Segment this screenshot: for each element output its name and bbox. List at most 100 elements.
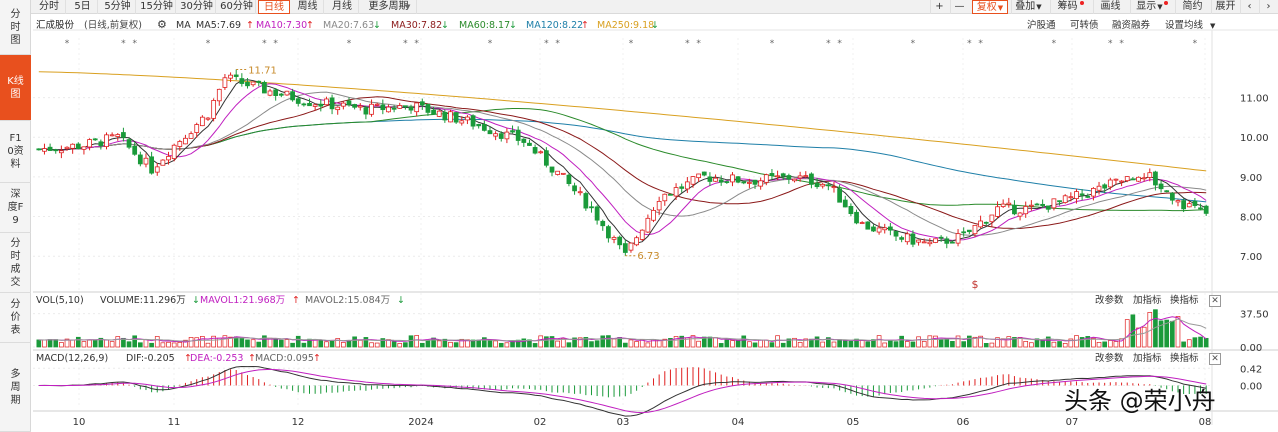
volume-bar [262, 335, 267, 348]
vol-tick-label: 0.00 [1240, 343, 1262, 354]
candle-body [487, 130, 493, 135]
toolbar-zoom-in-button[interactable]: + [930, 0, 948, 14]
volume-bar [848, 340, 854, 348]
toolbar-prev-button[interactable]: ‹ [1240, 0, 1258, 14]
legend-button-2[interactable]: 融资融券 [1112, 20, 1151, 31]
volume-bar [961, 341, 967, 348]
toolbar-fq-button[interactable]: 复权▼ [972, 0, 1008, 14]
params-button[interactable]: 改参数 [1095, 353, 1124, 364]
macd-tick-label: 0.42 [1240, 364, 1262, 375]
candle-body [442, 111, 448, 121]
toolbar-stack-button[interactable]: 叠加▼ [1011, 0, 1045, 14]
period-tab-5[interactable]: 60分钟 [218, 0, 256, 14]
sidebar-item-6[interactable]: 多周期 [0, 343, 31, 432]
candle-body [848, 205, 854, 214]
sidebar-item-0[interactable]: 分时图 [0, 0, 31, 55]
candle-body [707, 176, 713, 182]
volume-bar [707, 336, 713, 348]
mavol2-line [38, 318, 1207, 342]
volume-bar [504, 342, 510, 348]
sidebar-item-5[interactable]: 分价表 [0, 293, 31, 343]
macd-legend-item-2: MACD:0.095 [255, 353, 314, 364]
period-tab-2[interactable]: 5分钟 [100, 0, 136, 14]
legend-button-0[interactable]: 沪股通 [1027, 20, 1056, 31]
period-tab-3[interactable]: 15分钟 [138, 0, 176, 14]
volume-bar [611, 338, 617, 348]
add-indicator-button[interactable]: 加指标 [1133, 295, 1162, 306]
candle-body [391, 107, 397, 110]
volume-bar [668, 337, 673, 348]
params-button[interactable]: 改参数 [1095, 295, 1124, 306]
candle-body [521, 138, 527, 143]
sidebar-item-2[interactable]: F10资料 [0, 121, 31, 183]
close-icon[interactable]: ✕ [1209, 295, 1221, 307]
toolbar-draw-button[interactable]: 画线 [1093, 0, 1127, 14]
candle-body [453, 112, 459, 123]
toolbar-chips-button[interactable]: 筹码 [1050, 0, 1084, 14]
volume-bar [419, 342, 425, 348]
period-tab-4[interactable]: 30分钟 [178, 0, 216, 14]
volume-bar [290, 342, 295, 348]
volume-bar [549, 336, 555, 348]
volume-bar [498, 342, 504, 348]
switch-indicator-button[interactable]: 换指标 [1170, 295, 1199, 306]
period-tab-7[interactable]: 周线 [292, 0, 324, 14]
event-marker: * [685, 39, 690, 49]
legend-button-1[interactable]: 可转债 [1070, 20, 1099, 31]
period-tab-1[interactable]: 5日 [68, 0, 98, 14]
toolbar-zoom-out-button[interactable]: — [950, 0, 968, 14]
add-indicator-button[interactable]: 加指标 [1133, 353, 1162, 364]
event-marker: * [262, 39, 267, 49]
toolbar-expand-button[interactable]: 展开 [1211, 0, 1239, 14]
candle-body [386, 106, 391, 113]
dif-line [38, 365, 1207, 417]
sidebar-item-4[interactable]: 分时成交 [0, 233, 31, 293]
candle-body [1203, 205, 1209, 214]
volume-bar [735, 339, 741, 348]
volume-bar [673, 336, 679, 348]
toolbar-simple-button[interactable]: 简约 [1175, 0, 1209, 14]
volume-bar [780, 342, 786, 348]
volume-bar [724, 339, 730, 348]
candle-body [109, 134, 115, 137]
event-marker: * [629, 39, 634, 49]
candle-body [154, 166, 160, 173]
switch-indicator-button[interactable]: 换指标 [1170, 353, 1199, 364]
period-tab-6[interactable]: 日线 [258, 0, 290, 14]
volume-bar [453, 342, 459, 348]
volume-bar [138, 342, 143, 348]
volume-bar [600, 335, 606, 348]
x-tick-label: 2024 [408, 417, 433, 428]
sidebar-item-1[interactable]: K线图 [0, 55, 31, 121]
candle-body [555, 170, 561, 175]
legend-ma10: MA10:7.30 [256, 20, 308, 31]
volume-bar [154, 336, 160, 348]
volume-bar [36, 339, 42, 348]
toolbar-simple-label: 简约 [1182, 1, 1203, 12]
close-icon[interactable]: ✕ [1209, 353, 1221, 365]
volume-bar [560, 338, 566, 348]
volume-bar [544, 336, 549, 348]
candle-body [1181, 200, 1186, 210]
toolbar-display-button[interactable]: 显示▼ [1130, 0, 1168, 14]
candle-body [47, 146, 53, 151]
legend-button-3[interactable]: 设置均线 [1165, 20, 1204, 31]
toolbar-next-button[interactable]: › [1259, 0, 1277, 14]
candle-body [250, 81, 256, 86]
candle-body [493, 133, 498, 137]
candle-body [267, 90, 273, 96]
sidebar-item-3[interactable]: 深度F9 [0, 183, 31, 233]
volume-bar [651, 339, 656, 348]
gear-icon[interactable]: ⚙ [157, 18, 167, 31]
period-tab-8[interactable]: 月线 [326, 0, 359, 14]
candle-body [273, 89, 279, 96]
toolbar-draw-label: 画线 [1100, 1, 1121, 12]
period-tab-0[interactable]: 分时 [33, 0, 66, 14]
volume-bar [160, 342, 166, 348]
candle-body [329, 97, 335, 110]
candle-body [1096, 185, 1102, 191]
candle-body [149, 156, 154, 174]
period-tab-9[interactable]: 更多周期 [361, 0, 417, 14]
volume-bar [329, 340, 335, 348]
x-tick-label: 11 [168, 417, 181, 428]
